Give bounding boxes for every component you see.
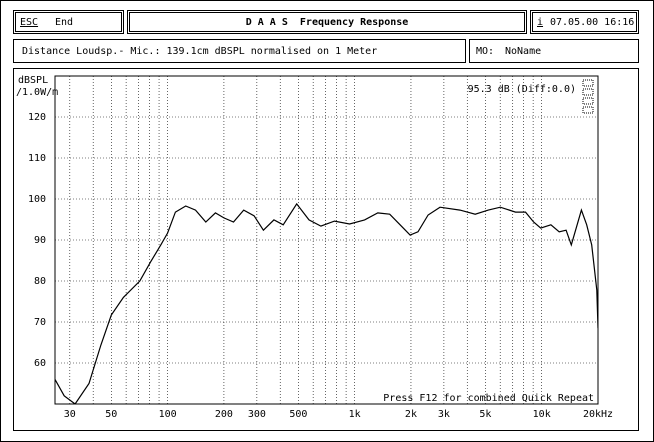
date-inner [532, 12, 637, 32]
y-tick-label: 100 [28, 194, 46, 205]
response-curve [55, 202, 598, 404]
x-tick-label: 5k [479, 409, 491, 420]
info-key: i [537, 17, 543, 28]
x-tick-label: 1k [349, 409, 361, 420]
legend-box [582, 97, 594, 105]
x-tick-label: 50 [105, 409, 117, 420]
x-tick-label: 10k [533, 409, 551, 420]
y-tick-label: 120 [28, 112, 46, 123]
datetime: 07.05.00 16:16 [550, 17, 634, 28]
x-tick-label: 200 [215, 409, 233, 420]
x-tick-label: 500 [289, 409, 307, 420]
series-group [55, 202, 598, 404]
y-tick-label: 90 [34, 235, 46, 246]
annotation: 95.3 dB (Diff:0.0) [468, 84, 576, 95]
x-tick-label: 100 [159, 409, 177, 420]
legend-box [582, 79, 594, 87]
title-inner [129, 12, 525, 32]
x-tick-label: 3k [438, 409, 450, 420]
y-tick-label: 60 [34, 358, 46, 369]
chart-panel [13, 68, 639, 431]
memory-key: MO: [476, 46, 494, 57]
y-axis-label: dBSPL [18, 75, 48, 86]
footer-hint: Press F12 for combined Quick Repeat [383, 393, 594, 404]
y-axis-unit: /1.0W/m [16, 87, 58, 98]
distance: Distance Loudsp.- Mic.: 139.1cm dBSPL no… [22, 46, 377, 57]
plot: 60 70 80 90 100 110 120 30 50 100 200 300 500 1k 2k 3k 5… [16, 75, 613, 420]
legend-box [582, 88, 594, 96]
esc-key: ESC [20, 17, 38, 28]
y-tick-label: 110 [28, 153, 46, 164]
x-tick-label: 300 [248, 409, 266, 420]
legend-box [582, 106, 594, 114]
x-tick-label: 20kHz [583, 409, 613, 420]
esc-inner [15, 12, 122, 32]
y-tick-label: 70 [34, 317, 46, 328]
esc-action: End [55, 17, 73, 28]
distance-box [13, 39, 466, 63]
title: D A A S Frequency Response [246, 17, 409, 28]
memory-name: NoName [505, 46, 541, 57]
x-tick-label: 2k [405, 409, 417, 420]
y-tick-label: 80 [34, 276, 46, 287]
memory-box[interactable] [469, 39, 639, 63]
x-tick-label: 30 [64, 409, 76, 420]
